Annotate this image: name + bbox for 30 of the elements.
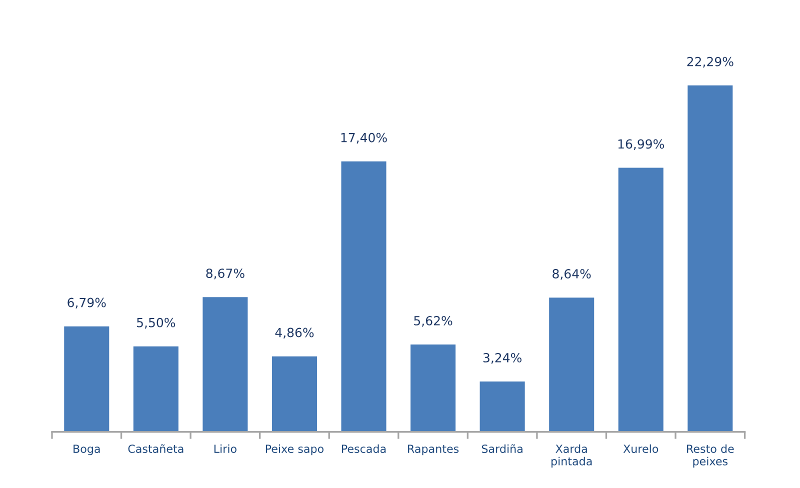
x-tick-label: Xurelo <box>623 444 658 453</box>
x-tick-label: Resto de peixes <box>687 444 734 468</box>
data-label: 5,62% <box>414 316 452 327</box>
data-label: 8,64% <box>552 269 591 280</box>
x-tick-label: Lirio <box>214 444 236 453</box>
data-label: 4,86% <box>275 328 314 339</box>
data-label: 17,40% <box>341 132 387 144</box>
data-label: 5,50% <box>137 318 176 329</box>
x-tick-label: Xarda pintada <box>552 444 592 468</box>
x-tick-label: Rapantes <box>408 444 459 456</box>
x-tick-label: Castañeta <box>128 444 184 453</box>
bar <box>549 298 594 432</box>
bar <box>618 168 664 432</box>
data-label: 6,79% <box>68 298 106 309</box>
bar <box>64 326 110 432</box>
data-label: 8,67% <box>206 268 244 280</box>
x-tick-label: Pescada <box>342 444 386 453</box>
data-label: 22,29% <box>687 56 734 68</box>
bar <box>480 382 525 432</box>
data-label: 16,99% <box>618 139 664 150</box>
x-tick-label: Sardiña <box>482 444 522 453</box>
x-tick-label: Boga <box>74 444 100 456</box>
bar <box>341 161 386 432</box>
x-tick-label: Peixe sapo <box>266 444 324 456</box>
bar <box>688 85 733 432</box>
bar <box>133 346 178 432</box>
bar <box>272 356 317 432</box>
bar <box>202 297 248 432</box>
bar <box>410 344 456 432</box>
data-label: 3,24% <box>483 352 522 364</box>
